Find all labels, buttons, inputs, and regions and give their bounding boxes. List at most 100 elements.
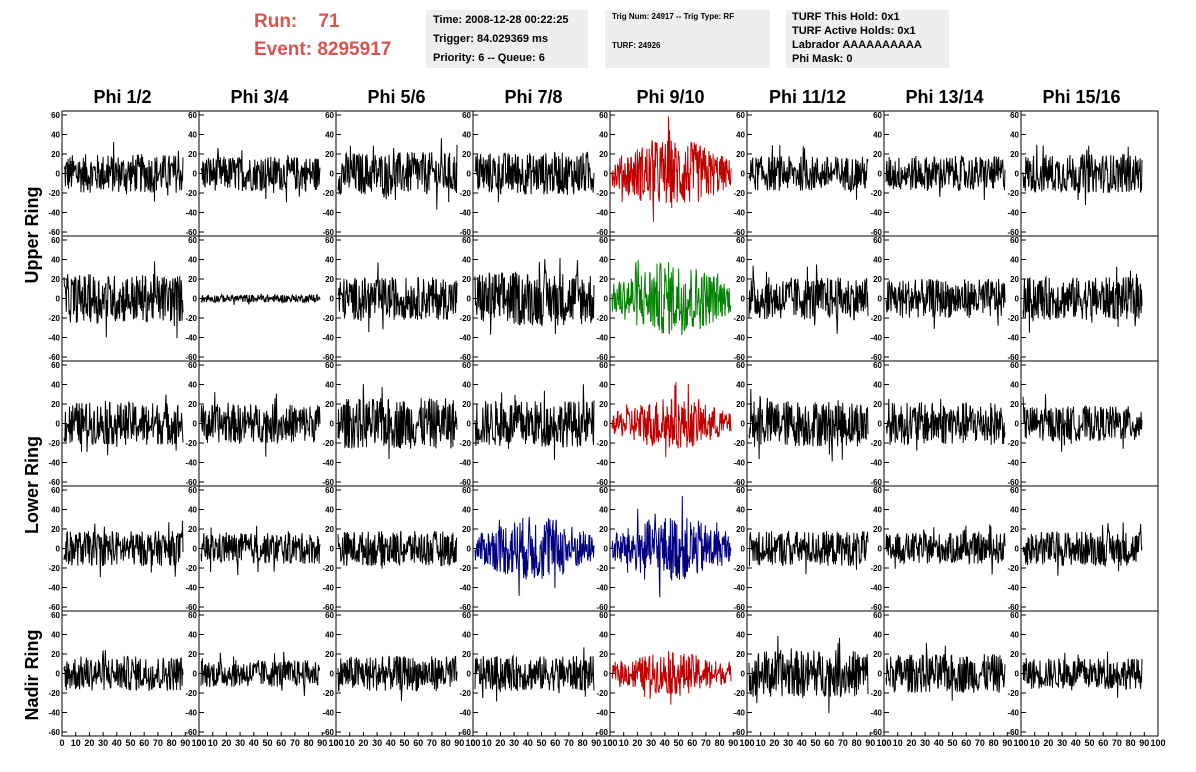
y-tick-label: 0: [467, 545, 472, 554]
y-tick-label: 0: [1015, 420, 1020, 429]
y-tick-label: 0: [193, 170, 198, 179]
y-tick-label: -40: [48, 459, 60, 468]
y-tick-label: 40: [873, 631, 882, 640]
waveform-trace: [337, 530, 458, 569]
y-tick-label: -60: [870, 478, 882, 487]
y-tick-label: 20: [188, 400, 197, 409]
y-tick-label: 60: [462, 361, 471, 370]
y-tick-label: -60: [1007, 228, 1019, 237]
y-tick-label: 20: [736, 400, 745, 409]
y-tick-label: -60: [733, 228, 745, 237]
y-tick-label: -20: [1007, 564, 1019, 573]
y-tick-label: -60: [870, 353, 882, 362]
y-tick-label: -40: [459, 334, 471, 343]
waveform-trace: [1022, 266, 1143, 333]
x-tick-label: 90: [1002, 738, 1012, 748]
waveform-trace: [337, 655, 458, 701]
run-info: Run: 71 Event: 8295917: [254, 8, 391, 64]
y-tick-label: -40: [1007, 334, 1019, 343]
x-tick-label: 90: [728, 738, 738, 748]
x-tick-label: 100: [191, 738, 206, 748]
x-tick-label: 80: [852, 738, 862, 748]
y-tick-label: -60: [596, 478, 608, 487]
y-tick-label: 40: [325, 256, 334, 265]
y-tick-label: -40: [596, 709, 608, 718]
y-tick-label: -20: [185, 189, 197, 198]
y-tick-label: -40: [596, 334, 608, 343]
y-tick-label: 20: [462, 525, 471, 534]
x-tick-label: 20: [221, 738, 231, 748]
y-tick-label: 40: [51, 256, 60, 265]
x-tick-label: 20: [632, 738, 642, 748]
y-tick-label: -20: [596, 314, 608, 323]
y-tick-label: -40: [48, 334, 60, 343]
y-tick-label: -40: [596, 209, 608, 218]
y-tick-label: 20: [462, 400, 471, 409]
y-tick-label: -20: [185, 314, 197, 323]
y-tick-label: -60: [596, 353, 608, 362]
x-tick-label: 10: [345, 738, 355, 748]
y-tick-label: 20: [1010, 400, 1019, 409]
y-tick-label: 40: [325, 131, 334, 140]
y-tick-label: 20: [325, 525, 334, 534]
y-tick-label: 60: [736, 111, 745, 120]
y-tick-label: -60: [870, 603, 882, 612]
x-tick-label: 50: [810, 738, 820, 748]
waveform-trace: [885, 155, 1006, 200]
y-tick-label: 60: [51, 611, 60, 620]
waveform-trace: [200, 525, 321, 576]
y-tick-label: -20: [185, 439, 197, 448]
waveform-trace: [748, 388, 869, 462]
x-tick-label: 60: [413, 738, 423, 748]
x-tick-label: 70: [1112, 738, 1122, 748]
y-tick-label: 0: [878, 420, 883, 429]
y-tick-label: -60: [733, 603, 745, 612]
y-tick-label: 40: [736, 256, 745, 265]
x-tick-label: 70: [701, 738, 711, 748]
y-tick-label: 60: [736, 361, 745, 370]
y-tick-label: -40: [870, 334, 882, 343]
y-tick-label: 0: [193, 295, 198, 304]
y-tick-label: 40: [462, 131, 471, 140]
x-tick-label: 70: [427, 738, 437, 748]
x-tick-label: 40: [1071, 738, 1081, 748]
y-tick-label: -60: [322, 728, 334, 737]
x-tick-label: 30: [920, 738, 930, 748]
waveform-trace: [748, 145, 869, 200]
y-tick-label: 60: [873, 111, 882, 120]
y-tick-label: 20: [325, 400, 334, 409]
y-tick-label: -60: [459, 478, 471, 487]
y-tick-label: -60: [733, 478, 745, 487]
x-tick-label: 40: [660, 738, 670, 748]
y-tick-label: 40: [462, 631, 471, 640]
waveform-trace: [1022, 394, 1143, 452]
column-header-phi-3-4: Phi 3/4: [230, 87, 289, 107]
y-tick-label: -60: [48, 353, 60, 362]
waveform-trace: [1022, 144, 1143, 205]
x-tick-label: 10: [71, 738, 81, 748]
y-tick-label: 0: [56, 295, 61, 304]
x-tick-label: 30: [235, 738, 245, 748]
waveform-trace: [885, 643, 1006, 701]
y-tick-label: 40: [188, 631, 197, 640]
y-tick-label: 40: [51, 506, 60, 515]
x-tick-label: 50: [1084, 738, 1094, 748]
y-tick-label: -60: [322, 603, 334, 612]
y-tick-label: 20: [736, 150, 745, 159]
y-tick-label: -20: [733, 189, 745, 198]
y-tick-label: 60: [51, 111, 60, 120]
y-tick-label: 20: [736, 275, 745, 284]
y-tick-label: 0: [330, 170, 335, 179]
y-tick-label: -20: [48, 189, 60, 198]
x-tick-label: 40: [523, 738, 533, 748]
y-tick-label: -60: [1007, 353, 1019, 362]
y-tick-label: 20: [1010, 650, 1019, 659]
y-tick-label: 20: [736, 650, 745, 659]
y-tick-label: 40: [599, 381, 608, 390]
y-tick-label: -20: [459, 564, 471, 573]
y-tick-label: -60: [459, 353, 471, 362]
y-tick-label: -20: [322, 314, 334, 323]
y-tick-label: 0: [193, 670, 198, 679]
y-tick-label: -60: [185, 353, 197, 362]
x-tick-label: 30: [372, 738, 382, 748]
